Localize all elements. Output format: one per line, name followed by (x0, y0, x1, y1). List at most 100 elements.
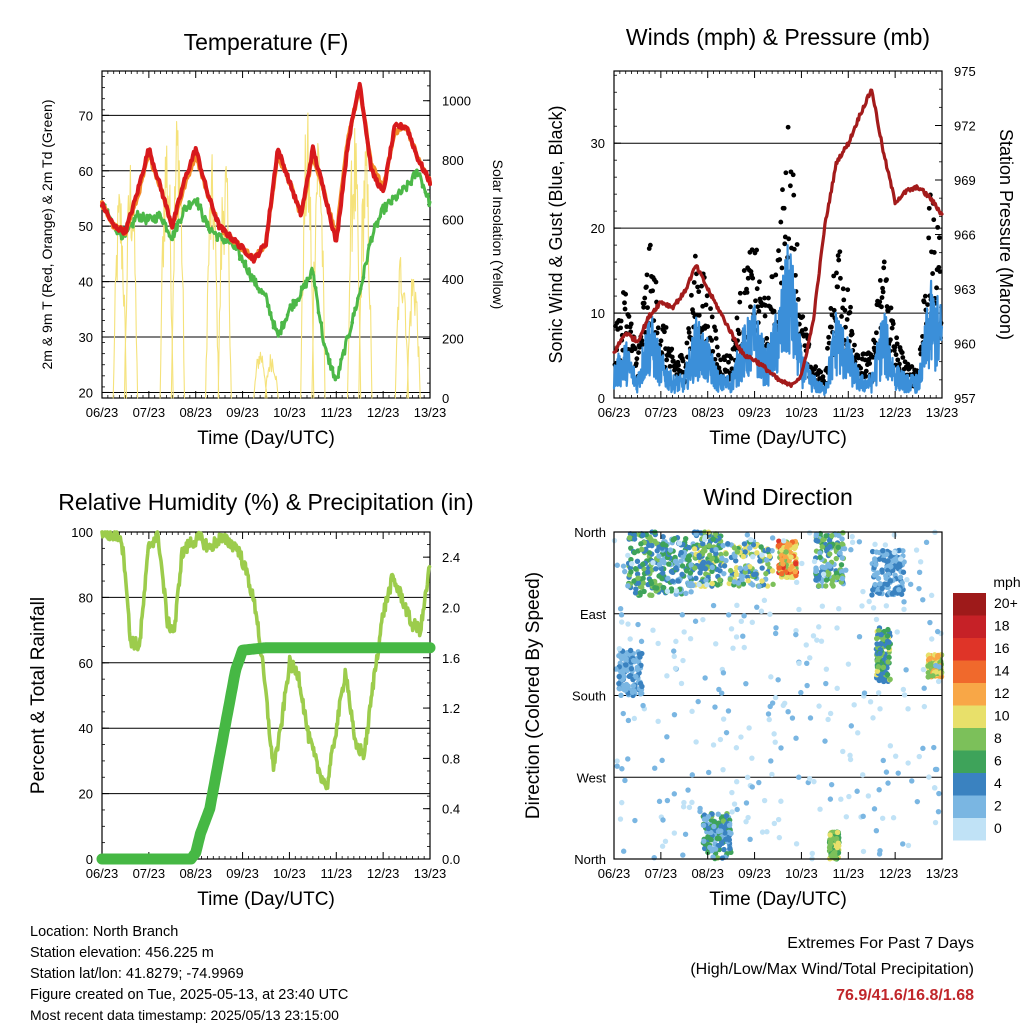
direction-point (668, 588, 675, 594)
direction-point (807, 715, 814, 721)
gust-point (684, 340, 690, 346)
direction-point (731, 801, 738, 807)
td-point (131, 224, 135, 229)
direction-point (758, 608, 765, 614)
gust-point (737, 299, 743, 305)
direction-point (836, 606, 842, 612)
direction-point (718, 828, 724, 834)
gust-point (889, 325, 895, 331)
direction-point (925, 663, 931, 669)
solar-insolation-spike-0 (112, 193, 127, 399)
direction-point (717, 736, 724, 743)
direction-point (823, 577, 830, 583)
x-tick-label-1-4: 10/23 (785, 405, 818, 420)
direction-point (634, 664, 640, 671)
rh-line (100, 530, 432, 791)
direction-point (680, 804, 687, 810)
y-right-tick-label-0-1: 200 (442, 332, 464, 347)
direction-point (723, 551, 729, 557)
legend-label-2: 16 (994, 640, 1010, 656)
direction-point (738, 618, 745, 625)
x-tick-label-1-0: 06/23 (598, 405, 631, 420)
gust-point (726, 359, 731, 365)
direction-point (938, 670, 944, 676)
td-point (167, 234, 172, 238)
direction-point (819, 544, 825, 550)
legend-swatch-10 (953, 818, 986, 841)
direction-point (741, 644, 747, 651)
direction-point (855, 730, 861, 736)
td-point (207, 227, 211, 232)
direction-point (700, 822, 707, 829)
y-right-tick-label-1-3: 966 (954, 228, 976, 243)
wind-speed-line (612, 244, 944, 396)
gust-point (704, 293, 710, 299)
gust-point (626, 314, 632, 319)
x-tick-label-0-4: 10/23 (273, 405, 306, 420)
gust-point (845, 287, 851, 293)
y-right-tick-label-2-1: 0.4 (442, 802, 460, 817)
direction-point (833, 555, 840, 562)
td-point (401, 185, 405, 189)
direction-point (835, 544, 841, 551)
direction-point (877, 580, 883, 587)
direction-point (783, 574, 789, 580)
direction-point (614, 763, 620, 769)
gust-point (664, 357, 670, 363)
y-tick-label-2-2: 40 (79, 721, 93, 736)
direction-point (616, 680, 622, 687)
direction-point (877, 650, 883, 657)
gust-point (884, 277, 889, 283)
direction-point (823, 666, 830, 672)
td-point (325, 351, 329, 356)
series-line-td (100, 168, 432, 382)
direction-point (632, 817, 638, 824)
direction-point (708, 829, 714, 836)
direction-point (765, 546, 771, 553)
direction-point (878, 631, 884, 638)
x-tick-label-3-3: 09/23 (738, 866, 771, 881)
direction-point (788, 554, 794, 560)
direction-point (680, 852, 686, 858)
direction-point (775, 677, 781, 683)
td-point (240, 259, 245, 264)
x-tick-label-3-4: 10/23 (785, 866, 818, 881)
gust-point (879, 304, 884, 310)
td-point (162, 218, 166, 223)
gust-point (715, 352, 721, 358)
direction-point (923, 539, 930, 545)
gust-point (766, 295, 771, 301)
legend-swatch-9 (953, 795, 986, 818)
direction-point (634, 558, 641, 564)
gust-point (839, 314, 844, 319)
gust-point (881, 259, 887, 265)
direction-point (613, 666, 619, 672)
direction-point (640, 561, 646, 568)
gust-point (636, 350, 641, 356)
direction-point (830, 851, 836, 857)
gust-point (838, 275, 843, 281)
td-point (336, 375, 340, 379)
gust-point (786, 236, 792, 242)
direction-point (877, 847, 883, 854)
td-point (415, 168, 419, 173)
direction-point (931, 744, 937, 751)
direction-point (766, 553, 773, 559)
direction-point (740, 553, 747, 560)
td-point (274, 327, 279, 332)
direction-point (793, 841, 800, 847)
direction-point (721, 846, 727, 853)
gust-point (714, 344, 720, 350)
gust-point (696, 289, 702, 295)
direction-point (731, 545, 738, 551)
direction-point (664, 588, 671, 595)
direction-point (627, 636, 633, 642)
direction-point (746, 725, 752, 731)
direction-point (849, 539, 856, 545)
direction-point (741, 541, 748, 547)
direction-point (772, 630, 779, 637)
elevation-text: Station elevation: 456.225 m (30, 945, 214, 961)
legend-swatch-5 (953, 705, 986, 728)
series-line-t2m (100, 81, 432, 264)
direction-point (726, 612, 732, 618)
